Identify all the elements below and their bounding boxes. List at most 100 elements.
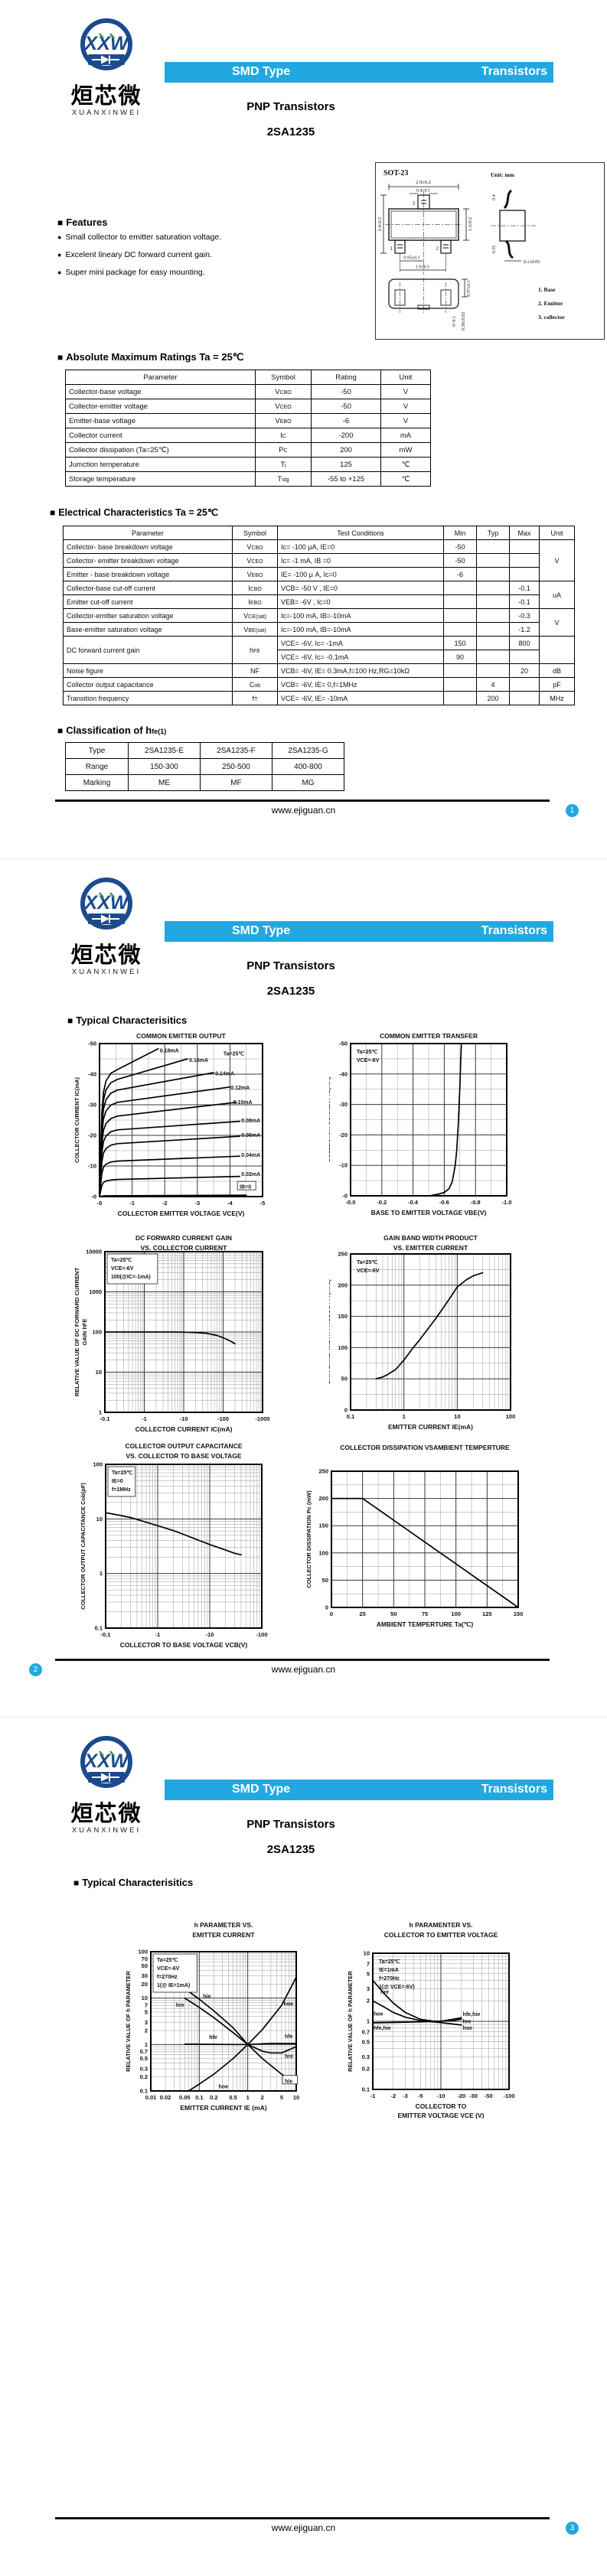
table-row: Collector-emitter saturation voltage VCE(… bbox=[63, 608, 575, 637]
typ-cell bbox=[476, 581, 510, 595]
dim-tab-width: 0.4±0.1 bbox=[416, 189, 430, 194]
page-title: PNP Transistors bbox=[246, 1818, 335, 1831]
value-cell: MF bbox=[200, 774, 272, 791]
svg-text:hre: hre bbox=[176, 2003, 184, 2008]
svg-text:Ta=25℃: Ta=25℃ bbox=[357, 1049, 378, 1055]
dim-inner-height: 1.3±0.2 bbox=[468, 217, 473, 231]
svg-text:250: 250 bbox=[318, 1468, 328, 1475]
feature-item: ● Excelent lineary DC forward current gai… bbox=[57, 250, 212, 259]
typ-cell bbox=[476, 608, 510, 623]
svg-text:-0.8: -0.8 bbox=[471, 1199, 481, 1206]
svg-text:1000: 1000 bbox=[89, 1288, 102, 1295]
rating-cell: -6 bbox=[311, 413, 381, 428]
max-cell: -0.1 bbox=[509, 581, 540, 595]
svg-text:1(@ VCE=-6V): 1(@ VCE=-6V) bbox=[379, 1985, 415, 1990]
dim-pin-pitch: 0.95±0.1 bbox=[403, 256, 419, 261]
svg-text:-0.1: -0.1 bbox=[100, 1415, 110, 1422]
table-row: Range 150-300 250-500 400-800 bbox=[65, 758, 344, 775]
min-cell bbox=[443, 677, 477, 692]
svg-text:-10: -10 bbox=[437, 2092, 445, 2099]
svg-text:0.3: 0.3 bbox=[362, 2053, 370, 2060]
svg-text:100: 100 bbox=[318, 1549, 328, 1556]
unit-cell bbox=[539, 636, 575, 664]
unit-cell: V bbox=[539, 539, 575, 581]
column-header: Min bbox=[443, 526, 477, 540]
svg-text:hfe,hie: hfe,hie bbox=[463, 2012, 481, 2017]
svg-text:-30: -30 bbox=[88, 1102, 96, 1109]
page-1: XXW 烜芯微 XUANXINWEI SMD Type Transistors … bbox=[0, 0, 607, 858]
brand-logo-icon: XXW bbox=[80, 1736, 132, 1788]
table-row: Parameter Symbol Test Conditions Min Typ Max U… bbox=[63, 526, 575, 540]
symbol-cell: VCEO bbox=[232, 553, 278, 568]
svg-text:0.02: 0.02 bbox=[160, 2094, 171, 2101]
logo-letters: XXW bbox=[83, 33, 130, 54]
parameter-cell: Collector- base breakdown voltage bbox=[63, 539, 233, 554]
symbol-cell: VCBO bbox=[232, 539, 278, 554]
chart-gain-band-width-product: Ta=25℃ VCE=-6V 0.1 1 10 100 0 50 100 150 200 250 EMI… bbox=[329, 1231, 536, 1434]
part-number: 2SA1235 bbox=[266, 985, 315, 998]
chart-svg-collector-output-capacitance: Ta=25℃ IE=0 f=1MHz -0.1 -1 -10 -100 0.1 1 10 100 CO… bbox=[80, 1442, 268, 1649]
series-IB=0 bbox=[99, 1194, 247, 1197]
parameter-cell: Collector-base voltage bbox=[65, 384, 256, 399]
svg-text:0.02mA: 0.02mA bbox=[241, 1172, 260, 1177]
svg-text:Ta=25℃: Ta=25℃ bbox=[157, 1957, 178, 1963]
svg-text:0.2: 0.2 bbox=[362, 2066, 370, 2073]
test-conditions-cell: Ic= -100 μA, IE=0 bbox=[277, 539, 444, 554]
test-conditions-cell: VCE= -6V, IE= -10mA bbox=[277, 691, 444, 705]
svg-text:10: 10 bbox=[96, 1516, 103, 1522]
value-cell: 400-800 bbox=[272, 758, 344, 775]
symbol-cell: Cob bbox=[232, 677, 278, 692]
svg-text:DC FORWARD CURRENT GAIN: DC FORWARD CURRENT GAIN bbox=[135, 1234, 232, 1242]
table-row: Collector dissipation (Ta=25℃) PC 200 mW bbox=[65, 442, 431, 458]
svg-text:1: 1 bbox=[145, 2041, 148, 2048]
svg-text:-10: -10 bbox=[88, 1163, 96, 1170]
min-cell bbox=[443, 594, 477, 609]
pin-legend-collector: 3. collector bbox=[538, 314, 566, 321]
svg-text:hfe,hie: hfe,hie bbox=[374, 2026, 391, 2031]
svg-text:-0: -0 bbox=[342, 1193, 348, 1200]
brand-logo: XXW 烜芯微 XUANXINWEI bbox=[64, 1733, 149, 1835]
unit-cell: mA bbox=[380, 428, 431, 443]
svg-text:0: 0 bbox=[325, 1604, 328, 1611]
rating-cell: 125 bbox=[311, 457, 381, 472]
svg-text:hre: hre bbox=[285, 2054, 293, 2060]
pin-legend-base: 1. Base bbox=[538, 286, 556, 293]
column-header: Symbol bbox=[255, 370, 312, 385]
parameter-cell: Transition frequency bbox=[63, 691, 233, 705]
series-hre bbox=[372, 1979, 462, 2022]
svg-text:1: 1 bbox=[100, 1570, 103, 1577]
footer-url: www.ejiguan.cn bbox=[271, 1664, 336, 1675]
svg-text:-100: -100 bbox=[256, 1631, 267, 1638]
max-cell: 20 bbox=[509, 663, 540, 678]
svg-text:f=270Hz: f=270Hz bbox=[157, 1975, 178, 1980]
header-banner: SMD Type Transistors bbox=[165, 1780, 553, 1800]
chart-collector-output-capacitance: Ta=25℃ IE=0 f=1MHz -0.1 -1 -10 -100 0.1 1 10 100 CO… bbox=[73, 1439, 283, 1652]
svg-text:100: 100 bbox=[92, 1329, 102, 1336]
svg-text:25: 25 bbox=[359, 1610, 365, 1617]
min-cell: 150 bbox=[443, 636, 477, 650]
svg-text:-20: -20 bbox=[457, 2092, 465, 2099]
rating-cell: -200 bbox=[311, 428, 381, 443]
parameter-cell: Base-emitter saturation voltage bbox=[63, 622, 233, 637]
max-cell: -0.1 bbox=[509, 594, 540, 609]
svg-text:-0.4: -0.4 bbox=[408, 1199, 419, 1206]
svg-text:AMBIENT TEMPERTURE Ta(℃): AMBIENT TEMPERTURE Ta(℃) bbox=[377, 1620, 474, 1628]
svg-text:-1: -1 bbox=[129, 1200, 135, 1207]
svg-text:-0: -0 bbox=[91, 1194, 96, 1200]
svg-text:IE=1mA: IE=1mA bbox=[379, 1968, 399, 1973]
svg-text:0.14mA: 0.14mA bbox=[215, 1072, 234, 1077]
banner-left-label: SMD Type bbox=[232, 924, 291, 937]
svg-text:10000: 10000 bbox=[86, 1249, 102, 1255]
svg-text:Ta=25℃: Ta=25℃ bbox=[357, 1259, 378, 1265]
unit-cell: dB bbox=[539, 663, 575, 678]
max-cell bbox=[509, 553, 540, 568]
svg-text:-1: -1 bbox=[370, 2092, 376, 2099]
rating-cell: -50 bbox=[311, 399, 381, 414]
footer-url: www.ejiguan.cn bbox=[271, 805, 336, 816]
parameter-cell: Noise figure bbox=[63, 663, 233, 678]
table-row: Emitter - base breakdown voltage VEBO IE= … bbox=[63, 567, 575, 581]
page-number-badge: 1 bbox=[566, 804, 579, 817]
svg-text:VCE=-6V: VCE=-6V bbox=[111, 1266, 134, 1272]
column-header: Typ bbox=[476, 526, 510, 540]
